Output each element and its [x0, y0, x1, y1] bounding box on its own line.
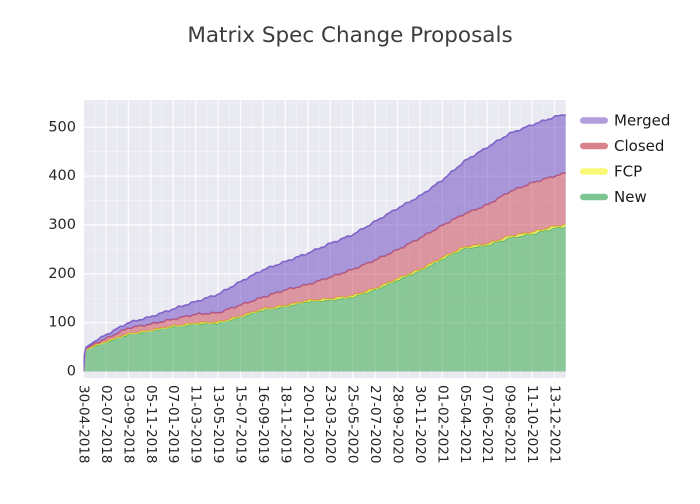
y-tick-label: 400: [48, 168, 76, 184]
y-axis-labels: 0 100 200 300 400 500: [48, 119, 76, 379]
x-tick-label: 07-01-2019: [165, 385, 181, 463]
x-tick-label: 18-11-2019: [277, 385, 293, 463]
x-tick-label: 05-04-2021: [457, 385, 473, 463]
y-tick-label: 300: [48, 217, 76, 233]
x-tick-label: 27-07-2020: [367, 385, 383, 463]
y-tick-label: 0: [67, 364, 76, 380]
area-series: [83, 114, 566, 372]
x-tick-label: 13-05-2019: [210, 385, 226, 463]
legend-key-closed: [580, 142, 608, 150]
x-axis-labels: 30-04-2018 02-07-2018 03-09-2018 05-11-2018…: [76, 385, 563, 463]
legend-label: Merged: [614, 112, 670, 130]
legend-key-new: [580, 193, 608, 201]
x-tick-label: 23-03-2020: [322, 385, 338, 463]
x-tick-label: 30-04-2018: [76, 385, 92, 463]
area-closed: [83, 172, 566, 372]
y-tick-label: 500: [48, 119, 76, 135]
legend-label: New: [614, 188, 647, 206]
legend-item-merged: Merged: [580, 112, 670, 130]
x-tick-label: 13-12-2021: [547, 385, 563, 463]
legend-item-closed: Closed: [580, 137, 664, 155]
legend-item-new: New: [580, 188, 647, 206]
legend: Merged Closed FCP New: [580, 112, 670, 206]
x-tick-label: 11-10-2021: [524, 385, 540, 463]
x-tick-label: 03-09-2018: [120, 385, 136, 463]
x-tick-label: 25-05-2020: [345, 385, 361, 463]
x-tick-label: 07-06-2021: [479, 385, 495, 463]
legend-item-fcp: FCP: [580, 163, 642, 181]
chart-title: Matrix Spec Change Proposals: [187, 23, 512, 48]
x-tick-label: 09-08-2021: [502, 385, 518, 463]
x-tick-label: 05-11-2018: [143, 385, 159, 463]
x-tick-label: 01-02-2021: [434, 385, 450, 463]
x-tick-label: 02-07-2018: [98, 385, 114, 463]
area-new: [83, 226, 566, 372]
legend-key-fcp: [580, 168, 608, 175]
y-tick-label: 200: [48, 266, 76, 282]
x-tick-label: 16-09-2019: [255, 385, 271, 463]
x-tick-label: 28-09-2020: [390, 385, 406, 463]
x-tick-label: 11-03-2019: [188, 385, 204, 463]
y-tick-label: 100: [48, 315, 76, 331]
legend-label: Closed: [614, 137, 664, 155]
legend-label: FCP: [614, 163, 642, 181]
x-tick-label: 30-11-2020: [412, 385, 428, 463]
legend-key-merged: [580, 117, 608, 124]
x-tick-label: 20-01-2020: [300, 385, 316, 463]
area-edge-merged: [83, 114, 566, 372]
area-merged: [83, 114, 566, 372]
x-tick-label: 15-07-2019: [233, 385, 249, 463]
